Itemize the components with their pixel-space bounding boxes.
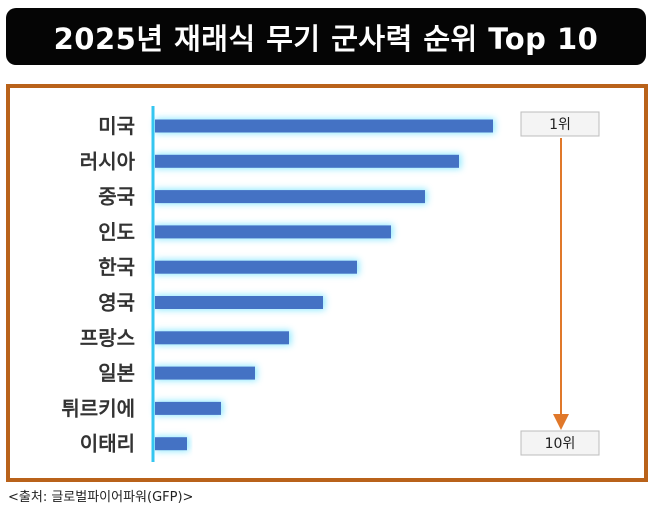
bar-2: [155, 154, 459, 168]
category-label: 프랑스: [80, 326, 135, 350]
title-bar: 2025년 재래식 무기 군사력 순위 Top 10: [6, 8, 646, 65]
bar-7: [155, 331, 289, 345]
bar-5: [155, 260, 357, 274]
source-note: <출처: 글로벌파이어파워(GFP)>: [8, 490, 194, 505]
bar-6: [155, 296, 323, 309]
category-label: 일본: [98, 361, 135, 385]
bar-1: [155, 119, 493, 133]
bar-10: [155, 437, 187, 451]
bar-3: [155, 190, 425, 204]
category-label: 한국: [98, 255, 135, 279]
category-label: 러시아: [80, 149, 136, 173]
category-label: 인도: [98, 220, 135, 244]
rank-top-label: 1위: [549, 117, 571, 133]
chart-title: 2025년 재래식 무기 군사력 순위 Top 10: [53, 21, 599, 56]
bar-4: [155, 225, 391, 239]
bar-9: [155, 401, 221, 415]
category-label: 영국: [98, 291, 135, 315]
category-label: 이태리: [80, 432, 135, 456]
category-label: 튀르키에: [61, 396, 135, 420]
rank-top-box: [520, 111, 600, 137]
rank-bottom-label: 10위: [545, 436, 576, 452]
category-label: 미국: [98, 114, 135, 138]
category-label: 중국: [98, 185, 135, 209]
bar-8: [155, 366, 255, 380]
rank-bottom-box: [520, 430, 600, 456]
